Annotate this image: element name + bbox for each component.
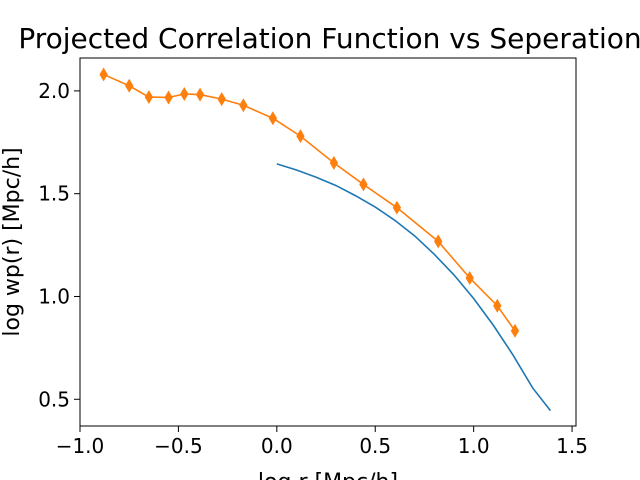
data-point xyxy=(392,200,402,215)
data-point xyxy=(144,90,154,105)
y-tick-label: 0.5 xyxy=(38,387,70,411)
x-tick-label: −1.0 xyxy=(56,434,105,458)
data-point xyxy=(164,90,173,105)
data-point xyxy=(217,92,226,107)
data-point xyxy=(99,67,108,82)
x-tick-label: 0.5 xyxy=(359,434,391,458)
data-point xyxy=(296,129,305,144)
series-line-1 xyxy=(276,163,552,412)
x-tick-label: 1.5 xyxy=(556,434,588,458)
data-point xyxy=(465,271,474,285)
plot-area: −1.0 −0.5 0.0 0.5 1.0 1.5 0.5 1.0 1.5 2.0 xyxy=(38,57,588,458)
data-point xyxy=(125,78,134,93)
data-point xyxy=(434,234,443,249)
x-tick-label: 1.0 xyxy=(458,434,490,458)
data-point xyxy=(239,98,248,113)
x-axis-label: log r [Mpc/h] xyxy=(258,470,398,480)
data-point xyxy=(195,87,205,102)
y-axis-label: log wp(r) [Mpc/h] xyxy=(0,147,25,336)
data-point xyxy=(493,298,502,313)
data-point xyxy=(510,323,520,338)
series-line-2 xyxy=(103,73,516,332)
x-tick-label: 0.0 xyxy=(261,434,293,458)
data-point xyxy=(180,87,189,101)
data-point xyxy=(329,155,339,170)
data-point xyxy=(359,177,368,192)
plot-frame xyxy=(79,57,577,427)
y-tick-label: 1.0 xyxy=(38,284,70,308)
y-tick-label: 2.0 xyxy=(38,79,70,103)
y-tick-label: 1.5 xyxy=(38,182,70,206)
chart-title: Projected Correlation Function vs Sepera… xyxy=(18,22,640,55)
x-tick-label: −0.5 xyxy=(154,434,203,458)
data-point xyxy=(268,111,278,126)
